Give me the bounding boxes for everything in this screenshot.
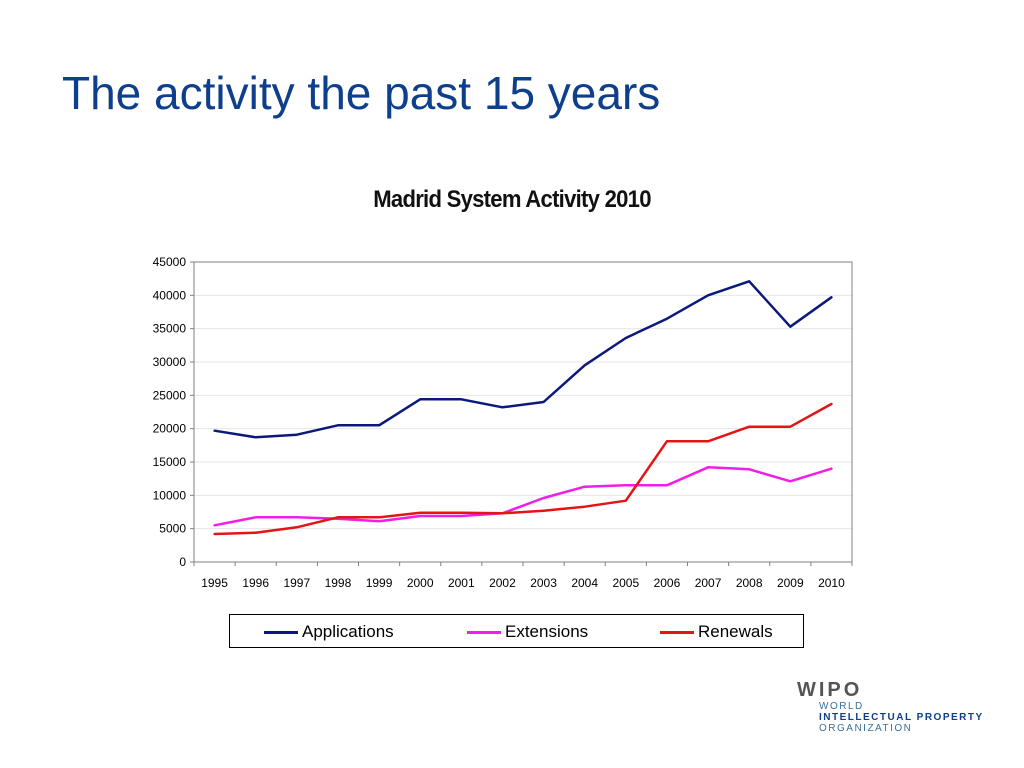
x-tick-label: 1997 <box>283 576 310 590</box>
series-line-applications <box>213 280 833 439</box>
legend-swatch-renewals <box>660 630 694 634</box>
y-tick-label: 15000 <box>153 455 187 469</box>
y-tick-label: 10000 <box>153 488 187 502</box>
legend-label-extensions: Extensions <box>505 622 589 641</box>
x-tick-label: 2004 <box>571 576 598 590</box>
wipo-logo: WIPO WORLD INTELLECTUAL PROPERTY ORGANIZ… <box>797 679 984 734</box>
x-tick-label: 1999 <box>366 576 393 590</box>
gridlines <box>194 294 852 530</box>
legend-item-extensions: Extensions <box>467 622 588 642</box>
x-tick-label: 2001 <box>448 576 475 590</box>
x-tick-label: 2003 <box>530 576 557 590</box>
x-tick-label: 2006 <box>654 576 681 590</box>
x-tick-label: 1995 <box>201 576 228 590</box>
series-line-extensions <box>213 466 833 527</box>
wipo-logo-word: WIPO <box>797 679 863 701</box>
y-tick-label: 30000 <box>153 355 187 369</box>
y-tick-label: 45000 <box>153 255 187 269</box>
x-tick-label: 2000 <box>407 576 434 590</box>
wipo-logo-line-3: ORGANIZATION <box>819 723 913 734</box>
x-tick-label: 2005 <box>612 576 639 590</box>
x-tick-label: 2008 <box>736 576 763 590</box>
y-tick-label: 25000 <box>153 388 187 402</box>
y-tick-label: 40000 <box>153 288 187 302</box>
y-tick-label: 20000 <box>153 422 187 436</box>
x-tick-label: 1998 <box>325 576 352 590</box>
slide-title: The activity the past 15 years <box>62 67 661 119</box>
x-tick-label: 1996 <box>242 576 269 590</box>
x-tick-label: 2010 <box>818 576 845 590</box>
wipo-logo-line-2: INTELLECTUAL PROPERTY <box>819 712 984 723</box>
axes: 0 5000 10000 15000 20000 25000 30000 35000 40000… <box>153 255 853 590</box>
legend-item-renewals: Renewals <box>660 622 773 642</box>
legend-item-applications: Applications <box>264 622 394 642</box>
x-tick-label: 2009 <box>777 576 804 590</box>
x-tick-label: 2007 <box>695 576 722 590</box>
y-tick-label: 35000 <box>153 322 187 336</box>
y-tick-label: 0 <box>179 555 186 569</box>
series-line-renewals <box>213 402 833 536</box>
series-lines <box>213 280 833 536</box>
chart-title: Madrid System Activity 2010 <box>373 186 651 213</box>
legend-swatch-extensions <box>467 630 501 634</box>
legend-label-applications: Applications <box>302 622 394 641</box>
y-tick-label: 5000 <box>159 522 186 536</box>
legend-label-renewals: Renewals <box>698 622 773 641</box>
x-tick-label: 2002 <box>489 576 516 590</box>
legend-swatch-applications <box>264 630 298 634</box>
wipo-logo-line-1: WORLD <box>819 701 864 712</box>
chart-legend: Applications Extensions Renewals <box>229 614 804 648</box>
